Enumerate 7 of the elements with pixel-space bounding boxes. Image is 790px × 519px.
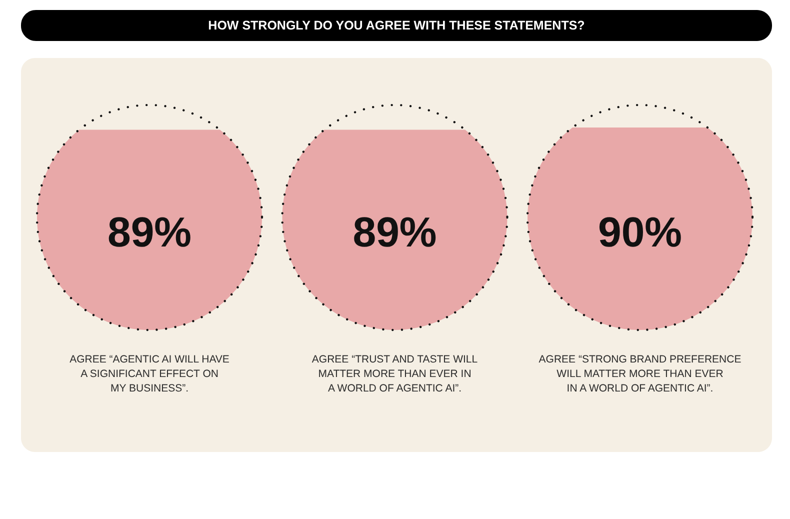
data-label: 89% [107,208,192,256]
data-label: 89% [352,208,437,256]
data-label: 90% [598,208,682,256]
category-label: AGREE “AGENTIC AI WILL HAVE A SIGNIFICANT EFFECT ON MY BUSINESS”. [70,354,230,394]
text: HOW STRONGLY DO YOU AGREE WITH THESE STATEMENTS? [208,18,585,32]
category-label: AGREE “TRUST AND TASTE WILL MATTER MORE THAN EVER IN A WORLD OF AGENTIC AI”. [312,354,478,394]
category-label: AGREE “STRONG BRAND PREFERENCE WILL MATTER MORE THAN EVER IN A WORLD OF AGENTIC AI”. [538,354,742,394]
